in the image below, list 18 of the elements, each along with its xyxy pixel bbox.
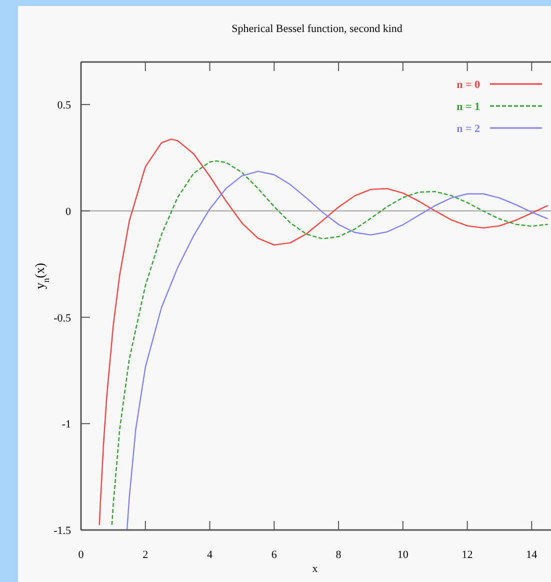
y-tick-label: -1 [62, 418, 71, 431]
x-tick-label: 10 [397, 549, 409, 561]
legend-label: n = 2 [456, 123, 480, 135]
legend-label: n = 1 [456, 101, 480, 113]
x-axis-title: x [312, 563, 318, 575]
legend-label: n = 0 [456, 79, 480, 91]
x-tick-label: 2 [142, 549, 148, 561]
x-tick-label: 12 [462, 549, 473, 561]
x-tick-label: 4 [207, 549, 214, 561]
y-tick-label: -1.5 [54, 525, 72, 537]
y-tick-label: 0 [66, 206, 72, 218]
x-tick-label: 6 [271, 549, 278, 561]
y-tick-label: -0.5 [54, 312, 72, 324]
y-tick-label: 0.5 [57, 100, 72, 112]
x-tick-label: 14 [526, 549, 538, 561]
x-tick-label: 0 [78, 549, 84, 561]
x-tick-label: 8 [336, 549, 342, 561]
chart-title: Spherical Bessel function, second kind [232, 23, 403, 35]
